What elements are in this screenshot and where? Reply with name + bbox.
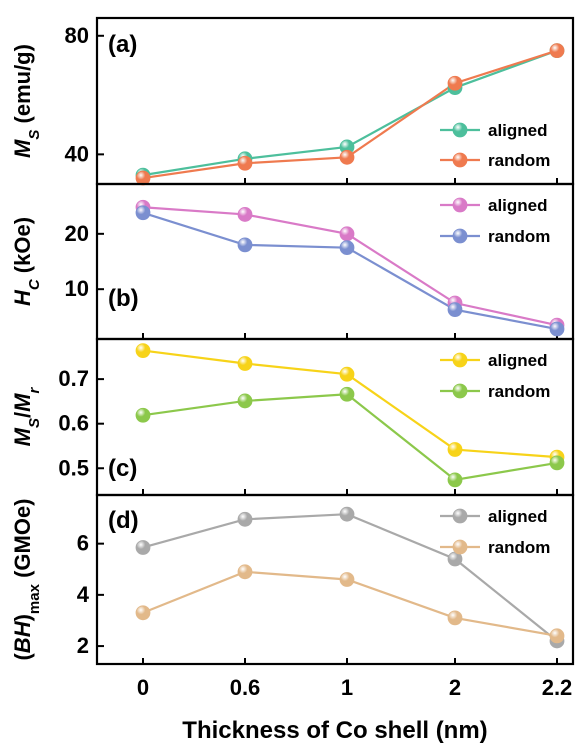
data-point-random xyxy=(237,564,253,580)
y-tick-label: 40 xyxy=(65,141,89,166)
series-line-aligned xyxy=(142,206,558,327)
series-line-random xyxy=(142,393,558,482)
x-axis-label: Thickness of Co shell (nm) xyxy=(182,717,487,744)
data-point-random xyxy=(237,237,253,253)
data-point-aligned xyxy=(237,207,253,222)
data-point-random xyxy=(447,302,463,318)
panel-tag: (c) xyxy=(108,455,137,482)
y-tick-label: 80 xyxy=(65,23,89,48)
data-point-random xyxy=(339,240,355,256)
y-tick-label: 4 xyxy=(77,582,90,607)
panel-c: 0.5 0.6 0.7 (c) aligned random MS/Mr xyxy=(10,337,575,497)
x-tick-label: 1 xyxy=(341,675,353,700)
legend-marker-aligned xyxy=(452,197,468,213)
x-tick-label: 2 xyxy=(449,675,461,700)
data-point-random xyxy=(339,386,355,402)
legend-marker-random xyxy=(452,228,468,244)
y-tick-label: 0.6 xyxy=(58,411,89,436)
data-point-random xyxy=(135,407,151,423)
y-tick-label: 6 xyxy=(77,531,89,556)
panel-a: 40 80 (a) aligned random MS (emu/g) xyxy=(10,16,575,186)
y-tick-label: 20 xyxy=(65,221,89,246)
data-point-random xyxy=(339,149,355,165)
data-point-aligned xyxy=(447,442,463,457)
panel-tag: (a) xyxy=(108,31,137,58)
x-tick-label: 0.6 xyxy=(230,675,261,700)
legend-label-aligned: aligned xyxy=(488,507,548,526)
y-axis-label: HC (kOe) xyxy=(10,217,43,306)
legend-label-aligned: aligned xyxy=(488,121,548,140)
data-point-aligned xyxy=(237,356,253,371)
data-point-random xyxy=(135,205,151,221)
x-tick-label: 2.2 xyxy=(542,675,573,700)
data-point-random xyxy=(237,155,253,171)
y-tick-label: 2 xyxy=(77,633,89,658)
y-tick-label: 10 xyxy=(65,276,89,301)
legend-marker-random xyxy=(452,383,468,399)
legend-label-aligned: aligned xyxy=(488,351,548,370)
y-axis-label: MS (emu/g) xyxy=(10,44,43,158)
legend-marker-random xyxy=(452,539,468,555)
data-point-aligned xyxy=(339,226,355,242)
panel-tag: (b) xyxy=(108,285,139,312)
y-axis-label: (BH)max (GMOe) xyxy=(10,498,43,660)
data-point-aligned xyxy=(237,511,253,527)
legend-marker-random xyxy=(452,152,468,168)
legend-marker-aligned xyxy=(452,122,468,138)
data-point-random xyxy=(237,393,253,409)
data-point-random xyxy=(447,472,463,488)
legend-label-random: random xyxy=(488,538,550,557)
panel-frame xyxy=(95,493,575,666)
data-point-random xyxy=(549,455,565,471)
legend-label-random: random xyxy=(488,227,550,246)
data-point-random xyxy=(135,605,151,621)
legend-label-random: random xyxy=(488,382,550,401)
data-point-random xyxy=(549,43,565,59)
data-point-random xyxy=(447,75,463,91)
data-point-random xyxy=(447,610,463,626)
data-point-random xyxy=(549,628,565,644)
data-point-aligned xyxy=(135,343,151,358)
panel-b: 10 20 (b) aligned random HC (kOe) xyxy=(10,182,575,341)
legend-label-aligned: aligned xyxy=(488,196,548,215)
x-tick-label: 0 xyxy=(137,675,149,700)
data-point-aligned xyxy=(339,366,355,382)
y-axis-label: MS/Mr xyxy=(10,387,43,447)
data-point-aligned xyxy=(135,540,151,555)
legend-marker-aligned xyxy=(452,352,468,368)
data-point-random xyxy=(339,572,355,587)
panel-d: 2 4 6 (d) aligned random (BH)max (GMOe) xyxy=(10,493,575,666)
legend-marker-aligned xyxy=(452,508,468,524)
data-point-random xyxy=(549,321,565,337)
panel-tag: (d) xyxy=(108,507,139,534)
data-point-aligned xyxy=(339,506,355,522)
y-tick-label: 0.5 xyxy=(58,455,89,480)
y-tick-label: 0.7 xyxy=(58,366,89,391)
legend-label-random: random xyxy=(488,151,550,170)
